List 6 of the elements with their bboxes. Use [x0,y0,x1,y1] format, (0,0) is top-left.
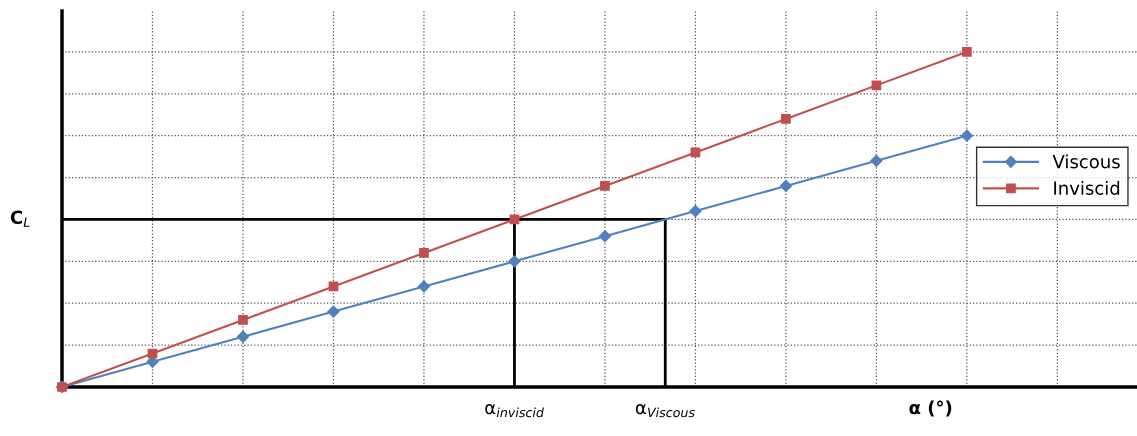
text: α$_{inviscid}$ [485,404,544,418]
x-axis-title: α (°) [909,400,952,417]
text: α$_{Viscous}$ [635,404,695,418]
y-axis-title: C$_{L}$ [10,210,30,227]
legend-label: Inviscid [1054,180,1120,195]
legend-label: Viscous [1052,154,1120,169]
